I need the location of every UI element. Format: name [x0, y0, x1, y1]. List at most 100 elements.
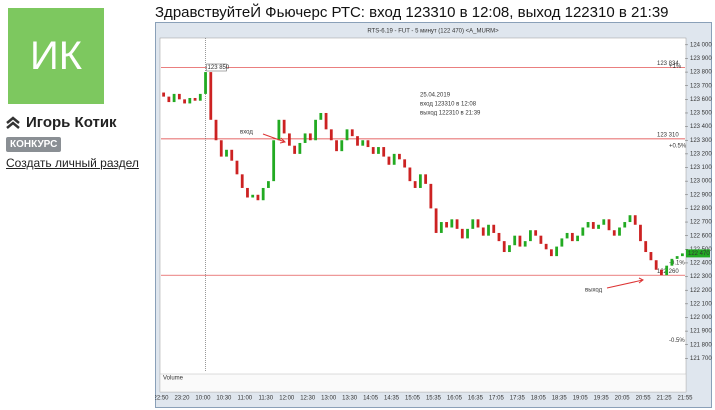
candle: [607, 219, 611, 231]
candle: [246, 187, 249, 198]
time-label: 15:05: [405, 396, 421, 402]
candle: [549, 249, 553, 257]
y-tick-label: 123 500: [690, 111, 712, 117]
candle: [314, 119, 317, 141]
volume-label: Volume: [163, 376, 184, 382]
candle: [487, 224, 490, 236]
candle: [298, 142, 302, 154]
candle: [654, 260, 658, 270]
time-label: 16:35: [468, 396, 484, 402]
y-tick-label: 121 800: [690, 342, 712, 348]
rank-icon: [6, 115, 20, 129]
candle: [544, 243, 548, 250]
post-title: ЗдравствуйтеЙ Фьючерс РТС: вход 123310 в…: [155, 4, 669, 21]
candle: [670, 258, 674, 266]
time-label: 20:05: [615, 396, 631, 402]
y-tick-label: 122 900: [690, 192, 712, 198]
time-label: 11:30: [259, 396, 274, 402]
time-label: 21:25: [657, 396, 673, 402]
candle: [392, 153, 396, 165]
candle: [539, 235, 543, 244]
candle: [555, 246, 559, 257]
time-label: 18:05: [531, 396, 547, 402]
y-tick-label: 122 600: [690, 233, 712, 239]
candle: [319, 112, 323, 120]
candle: [366, 140, 370, 148]
level-label: 123 834: [657, 61, 679, 67]
level-label: 123 310: [657, 132, 679, 138]
candle: [660, 269, 663, 276]
candle: [413, 181, 417, 188]
current-price-label: 122 470: [688, 251, 710, 257]
candle: [272, 140, 276, 182]
candle: [251, 194, 255, 198]
pct-label: -0.5%: [669, 338, 685, 344]
candle: [403, 159, 407, 168]
candle: [675, 256, 679, 259]
author-name[interactable]: Игорь Котик: [26, 114, 117, 131]
level-label: 122 260: [657, 269, 679, 275]
time-label: 16:05: [447, 396, 463, 402]
candle: [518, 235, 522, 247]
candle: [230, 149, 234, 161]
candle: [188, 97, 192, 104]
candle: [267, 181, 270, 188]
candle: [209, 72, 213, 120]
candle: [481, 227, 485, 236]
entry-label: вход: [240, 130, 253, 136]
y-tick-label: 123 300: [690, 138, 712, 144]
candle: [471, 219, 475, 229]
candle: [576, 235, 579, 242]
candle: [183, 99, 186, 104]
candle: [445, 222, 448, 228]
y-tick-label: 122 000: [690, 315, 712, 321]
candle: [340, 140, 344, 152]
time-label: 23:20: [174, 396, 190, 402]
candle: [513, 235, 517, 246]
candle: [177, 93, 181, 100]
entry-arrow: [262, 133, 287, 144]
candle: [240, 174, 244, 188]
author[interactable]: Игорь Котик: [6, 114, 117, 131]
chart-window: RTS-6.19 - FUT - 5 минут (122 470) <A_MU…: [155, 22, 712, 408]
candle: [277, 119, 281, 141]
candle: [429, 183, 433, 209]
exit-label: выход: [585, 288, 603, 294]
candle: [581, 227, 585, 236]
candle: [591, 222, 595, 229]
candle: [680, 253, 684, 257]
y-tick-label: 122 800: [690, 206, 712, 212]
candle: [214, 119, 218, 141]
candle: [439, 222, 443, 233]
candle: [628, 215, 632, 223]
y-tick-label: 123 000: [690, 179, 712, 185]
crosshair-box: [206, 63, 227, 72]
candle: [324, 112, 328, 130]
y-tick-label: 123 900: [690, 56, 712, 62]
avatar[interactable]: ИК: [8, 8, 104, 104]
pct-label: -0.1%: [669, 261, 685, 267]
time-label: 12:30: [300, 396, 316, 402]
time-label: 11:00: [238, 396, 253, 402]
crosshair-label: 123 850: [208, 65, 230, 71]
candle: [529, 230, 532, 242]
candle: [382, 147, 386, 157]
y-tick-label: 123 600: [690, 97, 712, 103]
y-tick-label: 124 000: [690, 42, 712, 48]
create-section-link[interactable]: Создать личный раздел: [6, 156, 139, 170]
exit-arrow: [606, 277, 644, 289]
candle: [665, 265, 669, 276]
y-tick-label: 121 700: [690, 356, 712, 362]
y-tick-label: 122 100: [690, 301, 712, 307]
y-tick-label: 123 100: [690, 165, 712, 171]
candle: [644, 241, 648, 253]
candle: [639, 224, 642, 242]
candle: [308, 133, 312, 141]
y-tick-label: 123 700: [690, 83, 712, 89]
candle: [502, 241, 506, 253]
y-tick-label: 123 800: [690, 70, 712, 76]
candle: [256, 194, 260, 201]
badge[interactable]: КОНКУРС: [6, 137, 62, 152]
candle: [235, 160, 239, 175]
candle: [565, 232, 569, 239]
